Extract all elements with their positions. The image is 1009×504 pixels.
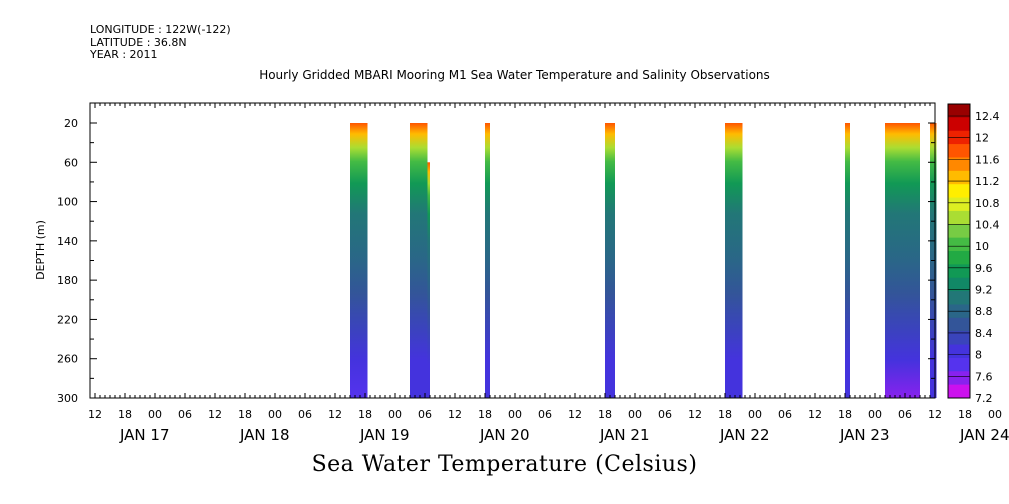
observation-block — [725, 123, 743, 398]
x-tick-label: 06 — [898, 408, 912, 421]
x-tick-label: 00 — [148, 408, 162, 421]
latitude-label: LATITUDE : 36.8N — [90, 35, 187, 49]
y-tick-label: 100 — [57, 196, 78, 209]
y-tick-label: 220 — [57, 313, 78, 326]
colorbar-label: 9.2 — [975, 284, 993, 297]
colorbar-label: 12.4 — [975, 110, 1000, 123]
colorbar-swatch — [948, 197, 970, 212]
colorbar-label: 8.4 — [975, 327, 993, 340]
x-tick-label: 12 — [688, 408, 702, 421]
colorbar-label: 8.8 — [975, 305, 993, 318]
colorbar-swatch — [948, 277, 970, 292]
colorbar-label: 12 — [975, 132, 989, 145]
x-tick-label: 12 — [448, 408, 462, 421]
x-date-label: JAN 19 — [359, 426, 410, 444]
colorbar-label: 7.2 — [975, 392, 993, 405]
colorbar-label: 11.2 — [975, 175, 1000, 188]
longitude-label: LONGITUDE : 122W(-122) — [90, 23, 231, 36]
x-tick-label: 12 — [928, 408, 942, 421]
colorbar-swatch — [948, 224, 970, 239]
observation-block-fragment — [427, 162, 430, 398]
x-tick-label: 18 — [478, 408, 492, 421]
y-tick-label: 180 — [57, 274, 78, 287]
x-date-label: JAN 20 — [479, 426, 530, 444]
x-tick-label: 00 — [268, 408, 282, 421]
x-tick-label: 00 — [508, 408, 522, 421]
observation-block — [485, 123, 490, 398]
x-tick-label: 00 — [388, 408, 402, 421]
x-tick-label: 18 — [118, 408, 132, 421]
x-date-label: JAN 22 — [719, 426, 770, 444]
colorbar-swatch — [948, 157, 970, 172]
colorbar-label: 10.4 — [975, 218, 1000, 231]
x-tick-label: 00 — [868, 408, 882, 421]
y-tick-label: 260 — [57, 353, 78, 366]
observation-block — [350, 123, 368, 398]
y-tick-label: 20 — [64, 117, 78, 130]
observation-block — [605, 123, 615, 398]
x-tick-label: 00 — [748, 408, 762, 421]
x-tick-label: 00 — [988, 408, 1002, 421]
chart-title: Hourly Gridded MBARI Mooring M1 Sea Wate… — [259, 68, 770, 82]
x-tick-label: 12 — [208, 408, 222, 421]
x-tick-label: 06 — [778, 408, 792, 421]
x-tick-label: 18 — [718, 408, 732, 421]
y-axis-label: DEPTH (m) — [34, 220, 47, 280]
year-label: YEAR : 2011 — [90, 48, 158, 61]
x-date-label: JAN 18 — [239, 426, 290, 444]
x-tick-label: 18 — [238, 408, 252, 421]
colorbar-swatch — [948, 117, 970, 132]
colorbar-label: 7.6 — [975, 370, 993, 383]
y-tick-label: 300 — [57, 392, 78, 405]
y-tick-label: 140 — [57, 235, 78, 248]
observation-block — [410, 123, 428, 398]
colorbar-label: 10.8 — [975, 197, 1000, 210]
x-tick-label: 06 — [658, 408, 672, 421]
x-tick-label: 06 — [418, 408, 432, 421]
colorbar-label: 9.6 — [975, 262, 993, 275]
x-tick-label: 18 — [598, 408, 612, 421]
colorbar-swatch — [948, 371, 970, 386]
metadata-block: LONGITUDE : 122W(-122) LATITUDE : 36.8N … — [90, 23, 231, 62]
colorbar-label: 8 — [975, 349, 982, 362]
colorbar-swatch — [948, 144, 970, 158]
x-tick-label: 12 — [88, 408, 102, 421]
x-tick-label: 06 — [178, 408, 192, 421]
colorbar-swatch — [948, 357, 970, 372]
colorbar-swatch — [948, 264, 970, 279]
colorbar-swatch — [948, 184, 970, 199]
x-date-label: JAN 24 — [959, 426, 1009, 444]
colorbar-swatch — [948, 317, 970, 332]
colorbar-swatch — [948, 170, 970, 185]
x-tick-label: 06 — [538, 408, 552, 421]
colorbar-swatch — [948, 344, 970, 359]
colorbar-swatch — [948, 210, 970, 225]
x-tick-label: 18 — [958, 408, 972, 421]
x-tick-label: 12 — [328, 408, 342, 421]
colorbar-swatch — [948, 291, 970, 305]
colorbar-swatch — [948, 104, 970, 118]
observation-block — [845, 123, 850, 398]
chart-subtitle: Sea Water Temperature (Celsius) — [311, 452, 698, 477]
x-tick-label: 18 — [358, 408, 372, 421]
x-tick-label: 00 — [628, 408, 642, 421]
x-tick-label: 06 — [298, 408, 312, 421]
colorbar-label: 10 — [975, 240, 989, 253]
x-date-label: JAN 17 — [119, 426, 170, 444]
plot-frame — [89, 102, 936, 399]
colorbar-swatch — [948, 384, 970, 399]
colorbar-swatch — [948, 251, 970, 265]
observation-block — [885, 123, 920, 398]
colorbar-label: 11.6 — [975, 153, 1000, 166]
x-date-label: JAN 23 — [839, 426, 890, 444]
colorbar-swatch — [948, 331, 970, 346]
colorbar-swatch — [948, 237, 970, 252]
x-tick-label: 12 — [568, 408, 582, 421]
x-tick-label: 18 — [838, 408, 852, 421]
y-tick-label: 60 — [64, 156, 78, 169]
x-date-label: JAN 21 — [599, 426, 650, 444]
x-tick-label: 12 — [808, 408, 822, 421]
